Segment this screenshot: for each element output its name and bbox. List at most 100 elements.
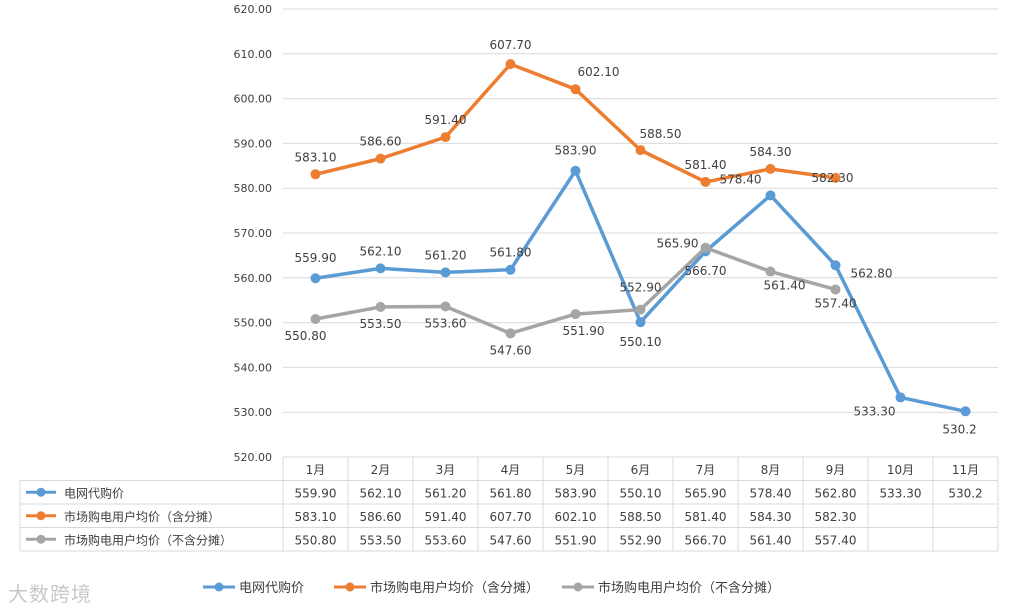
data-label: 584.30 bbox=[750, 145, 792, 159]
gridlines bbox=[283, 8, 998, 413]
legend-key-marker bbox=[573, 582, 583, 592]
x-category-label: 6月 bbox=[631, 463, 651, 477]
data-point bbox=[635, 304, 646, 315]
table-cell-value: 582.30 bbox=[815, 510, 857, 524]
legend-label: 电网代购价 bbox=[239, 580, 304, 596]
data-point bbox=[765, 190, 776, 201]
data-point bbox=[440, 132, 451, 143]
y-tick-label: 520.00 bbox=[234, 451, 273, 464]
table-cell-value: 553.50 bbox=[360, 533, 402, 547]
watermark-logo: 大数跨境 bbox=[8, 578, 92, 607]
legend-key-marker bbox=[214, 582, 224, 592]
data-labels: 559.90 562.10 561.20 561.80 583.90 550.10 565.… bbox=[285, 38, 977, 436]
data-label: 561.40 bbox=[764, 279, 806, 293]
x-category-label: 9月 bbox=[826, 463, 846, 477]
data-point bbox=[830, 172, 841, 183]
y-tick-label: 560.00 bbox=[234, 272, 273, 285]
y-tick-label: 540.00 bbox=[234, 361, 273, 374]
y-tick-label: 620.00 bbox=[234, 3, 273, 16]
data-label: 581.40 bbox=[685, 158, 727, 172]
table-series-name: 电网代购价 bbox=[64, 485, 124, 500]
data-point bbox=[635, 145, 646, 156]
table-cell-value: 586.60 bbox=[360, 510, 402, 524]
y-tick-label: 550.00 bbox=[234, 317, 273, 330]
series-line bbox=[313, 62, 838, 184]
x-category-label: 8月 bbox=[761, 463, 781, 477]
data-label: 583.10 bbox=[295, 150, 337, 164]
data-point bbox=[765, 163, 776, 174]
data-label: 588.50 bbox=[640, 127, 682, 141]
table-legend-key-marker bbox=[36, 534, 46, 544]
data-label: 602.10 bbox=[578, 65, 620, 79]
data-label: 583.90 bbox=[555, 144, 597, 158]
table-cell-value: 547.60 bbox=[490, 533, 532, 547]
data-point bbox=[375, 301, 386, 312]
data-label: 553.60 bbox=[425, 316, 467, 330]
legend-label: 市场购电用户均价（不含分摊） bbox=[598, 580, 780, 596]
x-category-label: 10月 bbox=[887, 463, 914, 477]
data-label: 557.40 bbox=[815, 296, 857, 310]
data-point bbox=[570, 84, 581, 95]
x-category-label: 4月 bbox=[501, 463, 521, 477]
y-tick-label: 600.00 bbox=[234, 93, 273, 106]
legend-key-marker bbox=[345, 582, 355, 592]
y-tick-label: 580.00 bbox=[234, 182, 273, 195]
data-label: 552.90 bbox=[620, 281, 662, 295]
table-legend-key-marker bbox=[36, 487, 46, 497]
table-cell-value: 591.40 bbox=[425, 510, 467, 524]
data-point bbox=[830, 284, 841, 295]
data-point bbox=[635, 317, 646, 328]
table-cell-value: 552.90 bbox=[620, 533, 662, 547]
table-legend-key-marker bbox=[36, 511, 46, 521]
y-tick-label: 530.00 bbox=[234, 406, 273, 419]
data-point bbox=[700, 242, 711, 253]
x-category-label: 5月 bbox=[566, 463, 586, 477]
table-cell-value: 581.40 bbox=[685, 510, 727, 524]
data-point bbox=[310, 273, 321, 284]
y-tick-label: 590.00 bbox=[234, 137, 273, 150]
table-series-name: 市场购电用户均价（含分摊） bbox=[64, 509, 220, 524]
x-category-label: 2月 bbox=[371, 463, 391, 477]
data-label: 607.70 bbox=[490, 38, 532, 52]
table-cell-value: 559.90 bbox=[295, 486, 337, 500]
watermark-text: 大数跨境 bbox=[8, 582, 92, 606]
data-label: 553.50 bbox=[360, 317, 402, 331]
table-cell-value: 565.90 bbox=[685, 486, 727, 500]
data-label: 565.90 bbox=[657, 236, 699, 250]
data-point bbox=[830, 260, 841, 271]
data-point bbox=[505, 328, 516, 339]
table-cell-value: 533.30 bbox=[880, 486, 922, 500]
data-point bbox=[765, 266, 776, 277]
data-label: 562.80 bbox=[851, 266, 893, 280]
data-point bbox=[505, 264, 516, 275]
x-category-label: 3月 bbox=[436, 463, 456, 477]
table-cell-value: 561.40 bbox=[750, 533, 792, 547]
data-label: 547.60 bbox=[490, 343, 532, 357]
series-lines bbox=[310, 59, 971, 417]
table-cell-value: 607.70 bbox=[490, 510, 532, 524]
x-category-label: 11月 bbox=[952, 463, 979, 477]
data-label: 530.2 bbox=[942, 422, 976, 436]
data-point bbox=[895, 392, 906, 403]
data-label: 533.30 bbox=[854, 404, 896, 418]
data-point bbox=[700, 176, 711, 187]
table-cell-value: 553.60 bbox=[425, 533, 467, 547]
table-cell-value: 557.40 bbox=[815, 533, 857, 547]
table-cell-value: 550.80 bbox=[295, 533, 337, 547]
data-label: 578.40 bbox=[720, 172, 762, 186]
table-cell-value: 602.10 bbox=[555, 510, 597, 524]
x-category-label: 7月 bbox=[696, 463, 716, 477]
table-series-name: 市场购电用户均价（不含分摊） bbox=[64, 532, 232, 547]
data-label: 550.80 bbox=[285, 329, 327, 343]
table-cell-value: 566.70 bbox=[685, 533, 727, 547]
y-tick-label: 610.00 bbox=[234, 48, 273, 61]
x-category-label: 1月 bbox=[306, 463, 326, 477]
table-cell-value: 550.10 bbox=[620, 486, 662, 500]
table-cell-value: 562.80 bbox=[815, 486, 857, 500]
y-axis-tick-labels: 520.00 530.00 540.00 550.00 560.00 570.00 580.… bbox=[234, 3, 273, 464]
data-label: 551.90 bbox=[563, 324, 605, 338]
legend-label: 市场购电用户均价（含分摊） bbox=[370, 580, 539, 596]
table-cell-value: 562.10 bbox=[360, 486, 402, 500]
data-label: 561.80 bbox=[490, 246, 532, 260]
